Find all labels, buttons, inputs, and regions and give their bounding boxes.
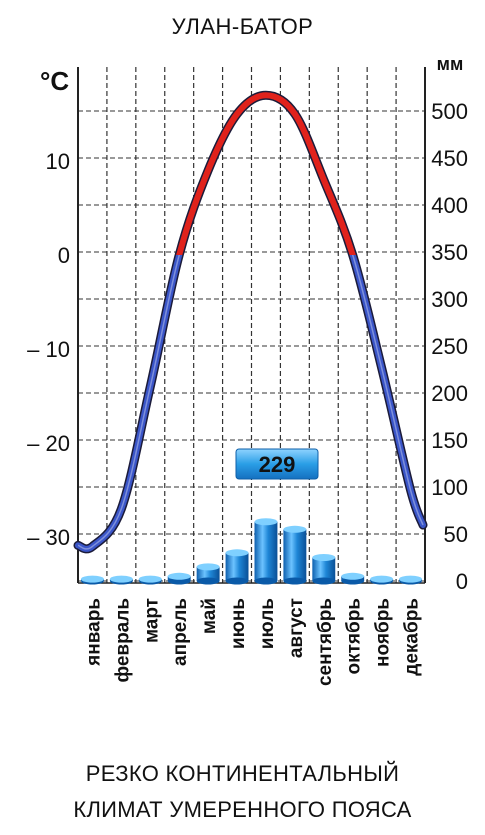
precipitation-bar [341,572,365,585]
month-label: июнь [228,598,249,649]
left-axis-tick-label: – 10 [27,337,70,362]
right-axis-tick-label: 200 [431,381,468,406]
left-axis-unit: °C [40,66,69,96]
left-axis-tick-label: 10 [46,149,70,174]
precipitation-bar [225,549,249,585]
right-axis-tick-label: 150 [431,428,468,453]
month-label: ноябрь [373,598,394,667]
month-label: май [199,598,220,634]
precipitation-bar [109,575,133,585]
right-axis-tick-label: 400 [431,193,468,218]
temperature-curve-highlight [77,255,424,550]
caption-line-1: РЕЗКО КОНТИНЕНТАЛЬНЫЙ [85,761,400,786]
precipitation-bar [167,572,191,585]
precipitation-bar [399,575,422,585]
right-axis-tick-label: 500 [431,99,468,124]
chart-title: УЛАН-БАТОР [171,14,314,39]
precipitation-bar [81,575,104,585]
month-label: июль [257,598,278,649]
month-label: март [141,598,162,643]
left-axis-tick-label: – 30 [27,525,70,550]
precipitation-bar [138,575,162,585]
right-axis-tick-label: 450 [431,146,468,171]
precipitation-bar [312,554,336,585]
month-label: сентябрь [315,598,336,686]
precipitation-bar [196,563,220,585]
annual-precipitation-label: 229 [259,452,296,477]
right-axis-tick-label: 350 [431,240,468,265]
right-axis-tick-label: 0 [456,569,468,594]
temperature-curve-above-zero [176,92,356,255]
month-label: январь [83,598,104,667]
right-axis-tick-label: 250 [431,334,468,359]
month-label: апрель [170,598,191,666]
month-label: октябрь [344,598,365,675]
precipitation-bar [370,575,394,585]
right-axis-tick-label: 100 [431,475,468,500]
month-label: декабрь [402,598,423,676]
month-label: февраль [112,598,133,683]
right-axis-tick-label: 300 [431,287,468,312]
right-axis-unit: мм [437,54,464,74]
left-axis-tick-label: 0 [58,243,70,268]
left-axis-tick-label: – 20 [27,431,70,456]
caption-line-2: КЛИМАТ УМЕРЕННОГО ПОЯСА [73,797,412,822]
temperature-curve-below-zero [75,255,426,552]
chart-caption: РЕЗКО КОНТИНЕНТАЛЬНЫЙ КЛИМАТ УМЕРЕННОГО … [0,756,485,828]
month-label: август [286,598,307,658]
precipitation-bar [254,518,278,585]
annual-precipitation-badge [235,448,319,480]
precipitation-bar [283,525,307,585]
right-axis-tick-label: 50 [444,522,468,547]
